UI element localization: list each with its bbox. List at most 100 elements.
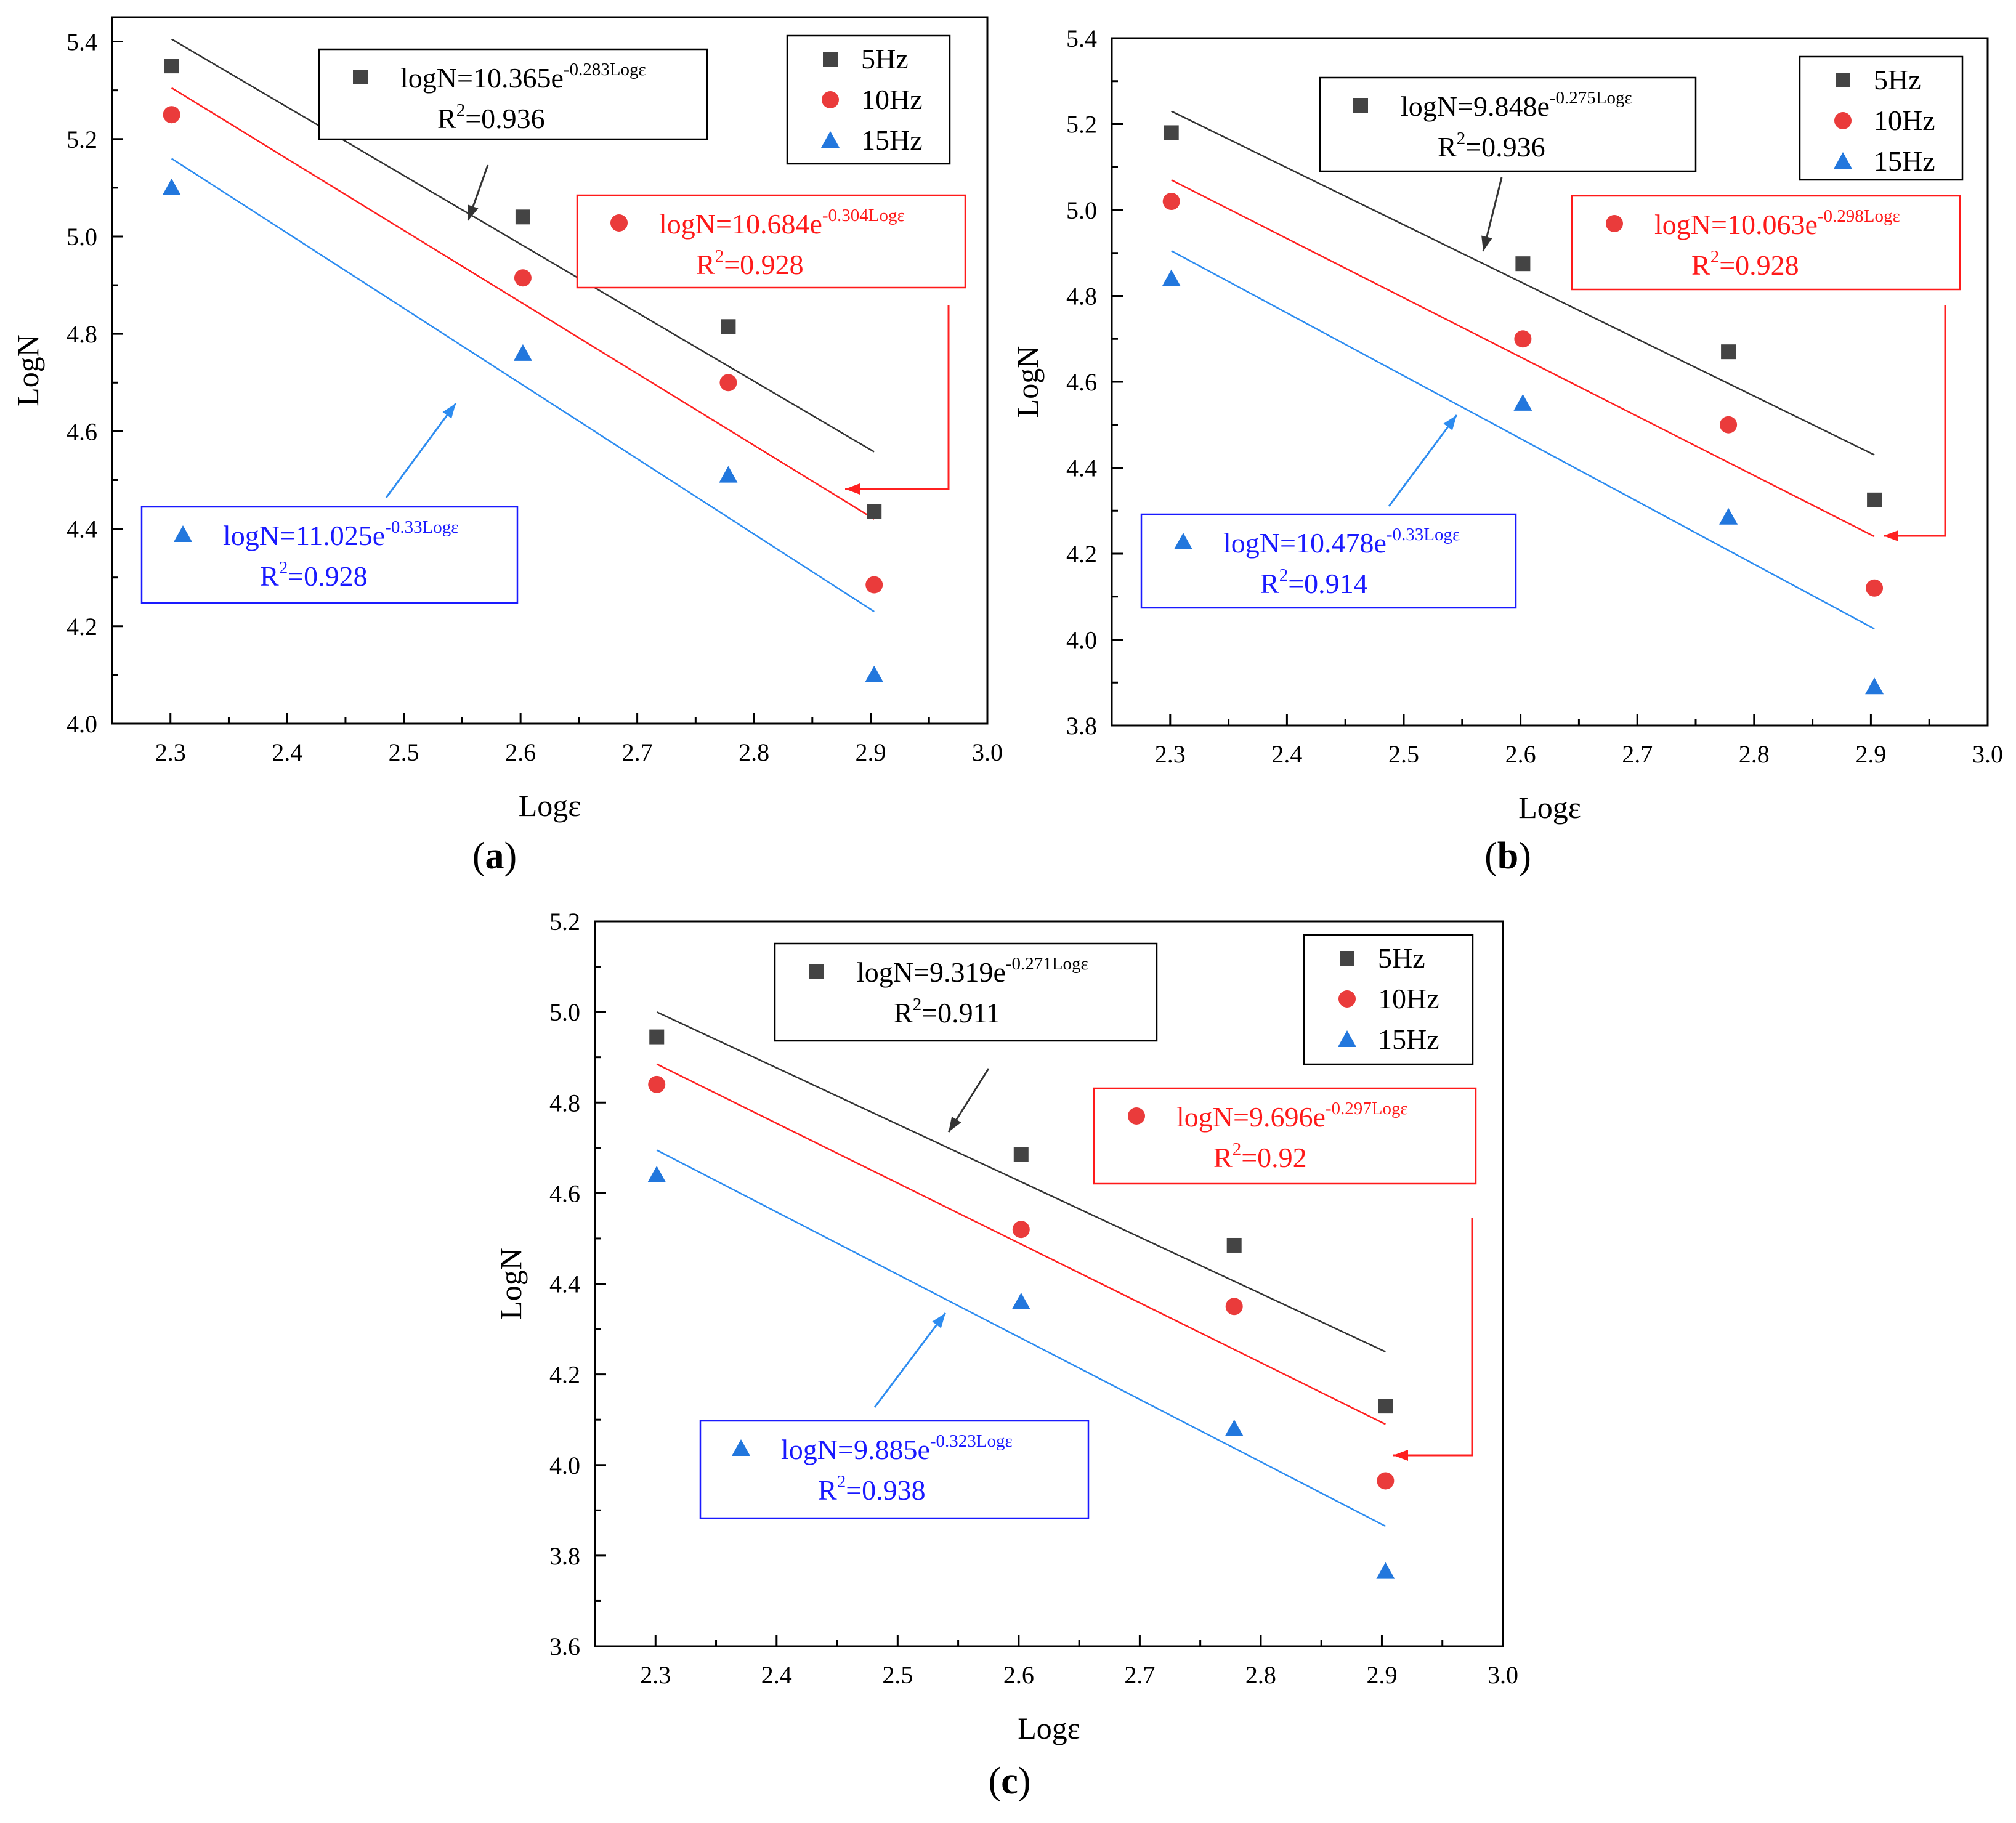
panel-a-arrow-15hz: [385, 403, 457, 498]
panel-c-legend-label-5hz: 5Hz: [1378, 942, 1425, 974]
panel-c-x-tick-label: 2.8: [1245, 1661, 1276, 1689]
panel-b-label: (b): [1484, 835, 1531, 877]
panel-c-x-tick-label: 2.7: [1124, 1661, 1155, 1689]
panel-a-point-10hz: [865, 576, 883, 594]
panel-b-point-5hz: [1515, 256, 1531, 272]
panel-c-point-5hz: [1013, 1147, 1029, 1162]
panel-c-point-15hz: [1225, 1419, 1244, 1436]
panel-b-point-15hz: [1719, 507, 1738, 525]
panel-b-x-tick-label: 2.6: [1505, 740, 1536, 768]
panel-c-fit-line-5hz: [656, 1011, 1386, 1352]
panel-c-arrow-10hz: [1393, 1218, 1473, 1457]
panel-b-legend: [1799, 55, 1964, 181]
panel-b-r-squared-5hz: R2=0.936: [1438, 129, 1545, 163]
panel-a-x-tick-label: 2.8: [739, 738, 769, 766]
panel-a-fit-line-10hz: [171, 87, 875, 520]
panel-c-y-tick-label: 4.6: [549, 1179, 580, 1207]
panel-a-r-squared-5hz: R2=0.936: [437, 100, 545, 134]
panel-c-equation-marker-10hz: [1128, 1107, 1145, 1125]
panel-a-y-tick-label: 4.2: [67, 613, 97, 641]
panel-c-point-5hz: [1378, 1399, 1393, 1414]
panel-c-r-squared-15hz: R2=0.938: [818, 1472, 926, 1506]
panel-a: 2.3 2.4 2.5 2.6 2.7 2.8 2.9 3.0 4.0 4.2 4.4 4.6 4.8 5…: [10, 16, 1003, 877]
panel-c-r-squared-5hz: R2=0.911: [894, 995, 1000, 1029]
panel-c-x-tick-label: 3.0: [1488, 1661, 1518, 1689]
panel-b-equation-box-5hz: [1319, 76, 1697, 172]
panel-b-equation-10hz: logN=10.063e-0.298Logε: [1654, 206, 1900, 240]
panel-b-y-tick-label: 5.2: [1066, 111, 1097, 139]
panel-c-equation-5hz: logN=9.319e-0.271Logε: [857, 954, 1088, 988]
panel-c-legend-marker-15hz: [1338, 1030, 1356, 1047]
panel-c-equation-box-10hz: [1093, 1087, 1477, 1185]
panel-b-x-axis-title: Logε: [1518, 790, 1581, 825]
panel-b-arrow-15hz: [1388, 414, 1458, 507]
panel-a-point-10hz: [514, 269, 532, 287]
panel-c-equation-box-5hz: [774, 942, 1158, 1042]
panel-b-equation-marker-15hz: [1174, 533, 1192, 549]
panel-b-y-tick-label: 4.4: [1066, 455, 1097, 482]
panel-a-point-5hz: [721, 319, 736, 334]
panel-a-x-tick-label: 2.3: [155, 738, 186, 766]
panel-c-point-10hz: [1225, 1298, 1243, 1316]
panel-b-x-tick-label: 2.3: [1155, 740, 1186, 768]
panel-c-label: (c): [989, 1760, 1031, 1802]
panel-c-y-tick-label: 4.2: [549, 1361, 580, 1389]
panel-c-y-tick-label: 3.6: [549, 1633, 580, 1660]
panel-b-legend-marker-10hz: [1834, 112, 1852, 129]
panel-c-point-15hz: [1376, 1562, 1395, 1579]
panel-c-point-15hz: [1011, 1292, 1030, 1309]
panel-b-point-10hz: [1720, 416, 1738, 434]
panel-c-fit-line-10hz: [656, 1063, 1386, 1425]
panel-b-y-tick-label: 5.4: [1066, 25, 1097, 52]
panel-b-x-tick-label: 2.7: [1622, 740, 1653, 768]
panel-b-x-tick-label: 2.9: [1855, 740, 1886, 768]
panel-b-fit-line-10hz: [1171, 179, 1875, 538]
panel-b-x-tick-label: 2.5: [1388, 740, 1419, 768]
panel-b-equation-box-10hz: [1571, 195, 1961, 291]
panel-c: 2.3 2.4 2.5 2.6 2.7 2.8 2.9 3.0 3.6 3.8 4.0 4.2 4.4 4…: [493, 908, 1518, 1802]
panel-a-y-tick-label: 4.6: [67, 418, 97, 445]
panel-a-point-15hz: [719, 466, 738, 483]
panel-b-point-10hz: [1162, 193, 1180, 211]
panel-b-equation-marker-5hz: [1353, 98, 1368, 113]
panel-a-equation-box-15hz: [140, 506, 519, 604]
panel-a-y-tick-label: 4.0: [67, 710, 97, 738]
panel-b-r-squared-15hz: R2=0.914: [1260, 565, 1368, 599]
panel-a-x-tick-label: 2.9: [856, 738, 886, 766]
panel-b-y-axis-title: LogN: [1010, 346, 1045, 418]
panel-b-point-5hz: [1867, 492, 1882, 507]
panel-c-y-tick-label: 4.8: [549, 1089, 580, 1117]
panel-b-point-15hz: [1513, 394, 1532, 411]
panel-c-equation-10hz: logN=9.696e-0.297Logε: [1176, 1099, 1408, 1133]
panel-b-equation-marker-10hz: [1606, 215, 1623, 232]
panel-c-fit-line-15hz: [656, 1149, 1386, 1527]
panel-a-y-tick-label: 4.4: [67, 515, 97, 543]
panel-a-legend-label-10hz: 10Hz: [861, 84, 923, 115]
panel-b-equation-5hz: logN=9.848e-0.275Logε: [1401, 88, 1632, 122]
panel-a-x-tick-label: 3.0: [972, 738, 1003, 766]
panel-b-fit-line-5hz: [1171, 110, 1875, 456]
panel-a-label: (a): [472, 835, 517, 877]
panel-b-point-10hz: [1514, 330, 1532, 348]
panel-c-y-tick-label: 5.2: [549, 908, 580, 936]
panel-b-x-tick-label: 2.4: [1271, 740, 1302, 768]
panel-a-plot-frame: [111, 16, 989, 725]
panel-b-y-tick-label: 4.6: [1066, 368, 1097, 396]
panel-c-legend-label-15hz: 15Hz: [1378, 1024, 1439, 1055]
panel-a-point-5hz: [867, 504, 882, 519]
panel-c-point-10hz: [1012, 1221, 1030, 1239]
panel-a-equation-marker-10hz: [610, 214, 628, 232]
panel-a-y-tick-label: 5.2: [67, 126, 97, 153]
panel-b-point-10hz: [1866, 579, 1884, 597]
panel-b-x-tick-label: 2.8: [1739, 740, 1770, 768]
panel-c-x-tick-label: 2.4: [761, 1661, 792, 1689]
panel-b-point-15hz: [1865, 677, 1884, 695]
panel-a-x-axis-title: Logε: [519, 788, 581, 823]
panel-b: 2.3 2.4 2.5 2.6 2.7 2.8 2.9 3.0 3.8 4.0 4.2 4.4 4.6 4…: [1010, 25, 2003, 877]
panel-c-equation-marker-15hz: [732, 1439, 750, 1456]
panel-a-r-squared-15hz: R2=0.928: [260, 558, 368, 592]
panel-c-x-tick-label: 2.5: [882, 1661, 913, 1689]
panel-c-arrow-15hz: [873, 1312, 947, 1408]
panel-a-arrow-10hz: [845, 305, 950, 490]
panel-c-y-tick-label: 3.8: [549, 1542, 580, 1570]
